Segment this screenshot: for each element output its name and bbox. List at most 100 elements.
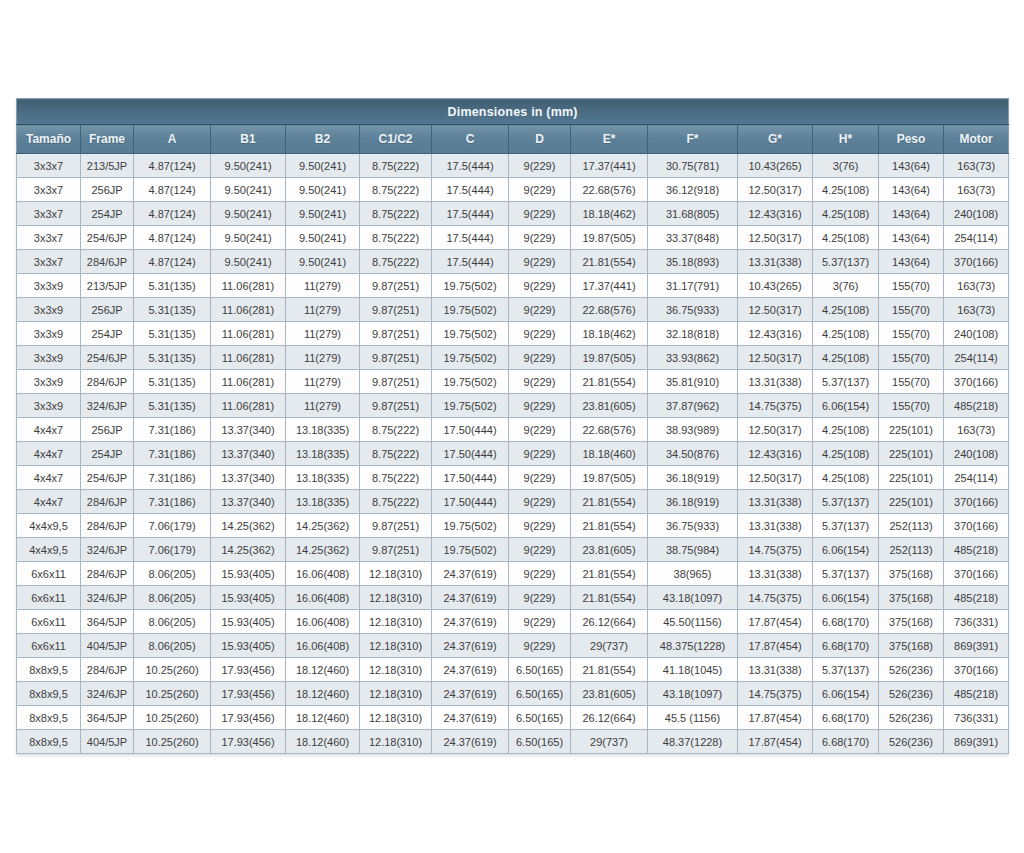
cell: 19.75(502) (432, 346, 509, 370)
cell: 10.43(265) (738, 274, 813, 298)
cell: 213/5JP (81, 154, 134, 178)
cell: 12.18(310) (360, 610, 432, 634)
cell: 19.87(505) (571, 226, 648, 250)
table-row: 6x6x11364/5JP8.06(205)15.93(405)16.06(40… (17, 610, 1009, 634)
cell: 11(279) (286, 298, 360, 322)
cell: 33.37(848) (648, 226, 738, 250)
cell: 9.50(241) (286, 202, 360, 226)
column-header-g: G* (738, 125, 813, 154)
cell: 14.25(362) (211, 538, 286, 562)
table-row: 3x3x7254/6JP4.87(124)9.50(241)9.50(241)8… (17, 226, 1009, 250)
cell: 11.06(281) (211, 370, 286, 394)
cell: 8.06(205) (134, 586, 211, 610)
cell: 155(70) (879, 370, 944, 394)
cell: 485(218) (944, 538, 1009, 562)
cell: 9(229) (509, 586, 571, 610)
column-header-frame: Frame (81, 125, 134, 154)
cell: 324/6JP (81, 538, 134, 562)
cell: 284/6JP (81, 370, 134, 394)
table-row: 8x8x9,5364/5JP10.25(260)17.93(456)18.12(… (17, 706, 1009, 730)
cell: 19.87(505) (571, 466, 648, 490)
cell: 21.81(554) (571, 586, 648, 610)
column-header-motor: Motor (944, 125, 1009, 154)
column-header-row: TamañoFrameAB1B2C1/C2CDE*F*G*H*PesoMotor (17, 125, 1009, 154)
cell: 736(331) (944, 706, 1009, 730)
cell: 37.87(962) (648, 394, 738, 418)
cell: 254JP (81, 322, 134, 346)
cell: 15.93(405) (211, 586, 286, 610)
cell: 9.50(241) (211, 154, 286, 178)
cell: 10.25(260) (134, 658, 211, 682)
cell: 29(737) (571, 730, 648, 754)
cell: 4x4x7 (17, 466, 81, 490)
cell: 19.75(502) (432, 322, 509, 346)
title-row: Dimensiones in (mm) (17, 99, 1009, 125)
cell: 254(114) (944, 346, 1009, 370)
cell: 9.50(241) (286, 178, 360, 202)
column-header-b2: B2 (286, 125, 360, 154)
cell: 19.75(502) (432, 514, 509, 538)
cell: 14.75(375) (738, 394, 813, 418)
cell: 17.5(444) (432, 202, 509, 226)
cell: 155(70) (879, 394, 944, 418)
cell: 370(166) (944, 370, 1009, 394)
table-row: 6x6x11324/6JP8.06(205)15.93(405)16.06(40… (17, 586, 1009, 610)
cell: 163(73) (944, 418, 1009, 442)
cell: 252(113) (879, 538, 944, 562)
cell: 155(70) (879, 322, 944, 346)
cell: 225(101) (879, 418, 944, 442)
cell: 11(279) (286, 394, 360, 418)
cell: 10.25(260) (134, 682, 211, 706)
cell: 17.87(454) (738, 634, 813, 658)
cell: 17.5(444) (432, 178, 509, 202)
cell: 6.06(154) (813, 394, 879, 418)
cell: 9(229) (509, 274, 571, 298)
cell: 9(229) (509, 490, 571, 514)
cell: 225(101) (879, 442, 944, 466)
cell: 8.75(222) (360, 178, 432, 202)
cell: 375(168) (879, 610, 944, 634)
table-title: Dimensiones in (mm) (17, 99, 1009, 125)
cell: 284/6JP (81, 250, 134, 274)
cell: 3(76) (813, 274, 879, 298)
cell: 21.81(554) (571, 658, 648, 682)
cell: 8.06(205) (134, 562, 211, 586)
cell: 6x6x11 (17, 562, 81, 586)
cell: 22.68(576) (571, 418, 648, 442)
cell: 19.75(502) (432, 394, 509, 418)
table-row: 6x6x11284/6JP8.06(205)15.93(405)16.06(40… (17, 562, 1009, 586)
cell: 17.5(444) (432, 226, 509, 250)
cell: 14.75(375) (738, 586, 813, 610)
cell: 284/6JP (81, 562, 134, 586)
cell: 38(965) (648, 562, 738, 586)
cell: 736(331) (944, 610, 1009, 634)
cell: 11.06(281) (211, 394, 286, 418)
cell: 11(279) (286, 370, 360, 394)
cell: 19.75(502) (432, 370, 509, 394)
table-row: 3x3x7284/6JP4.87(124)9.50(241)9.50(241)8… (17, 250, 1009, 274)
cell: 24.37(619) (432, 730, 509, 754)
cell: 12.43(316) (738, 442, 813, 466)
cell: 4.87(124) (134, 250, 211, 274)
cell: 5.37(137) (813, 658, 879, 682)
cell: 12.18(310) (360, 658, 432, 682)
cell: 12.43(316) (738, 202, 813, 226)
cell: 6.68(170) (813, 730, 879, 754)
cell: 18.18(460) (571, 442, 648, 466)
cell: 9.87(251) (360, 346, 432, 370)
cell: 4.25(108) (813, 298, 879, 322)
cell: 12.18(310) (360, 586, 432, 610)
cell: 6.50(165) (509, 730, 571, 754)
cell: 9.87(251) (360, 538, 432, 562)
cell: 13.18(335) (286, 442, 360, 466)
cell: 3x3x9 (17, 346, 81, 370)
cell: 21.81(554) (571, 562, 648, 586)
cell: 8.75(222) (360, 466, 432, 490)
cell: 13.31(338) (738, 514, 813, 538)
cell: 21.81(554) (571, 370, 648, 394)
cell: 31.17(791) (648, 274, 738, 298)
cell: 6.50(165) (509, 658, 571, 682)
cell: 38.93(989) (648, 418, 738, 442)
cell: 13.37(340) (211, 442, 286, 466)
cell: 5.31(135) (134, 394, 211, 418)
